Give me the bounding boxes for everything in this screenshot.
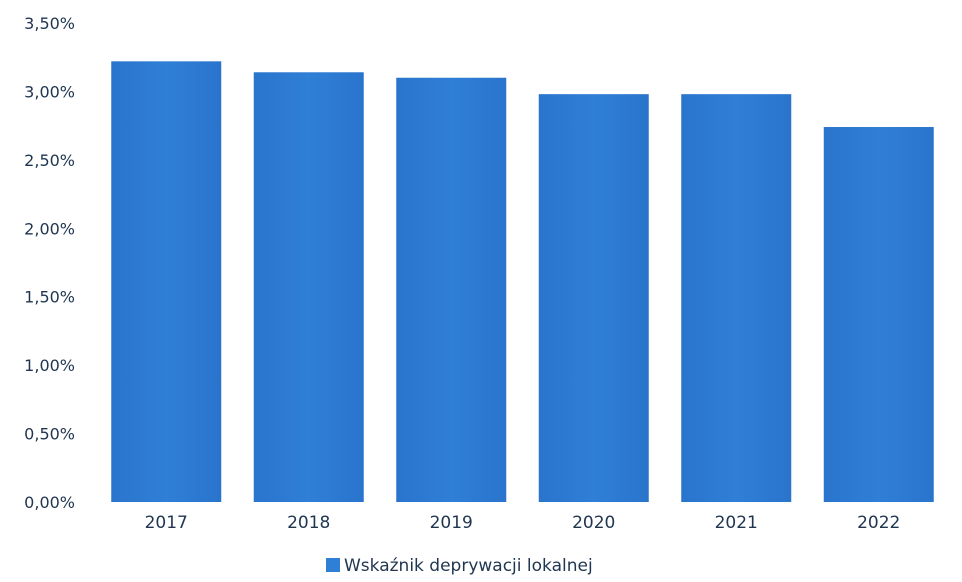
legend-label: Wskaźnik deprywacji lokalnej (344, 556, 593, 576)
y-tick-label: 3,50% (24, 14, 75, 33)
bar-2018 (253, 72, 364, 503)
bar-2021 (681, 94, 792, 502)
y-tick-label: 1,50% (24, 288, 75, 307)
x-axis: 2017 2018 2019 2020 2021 2022 (145, 513, 901, 533)
x-tick-label: 2017 (145, 513, 188, 533)
y-tick-label: 0,00% (24, 493, 75, 512)
bar-2017 (111, 61, 222, 502)
x-tick-label: 2019 (430, 513, 473, 533)
y-tick-label: 2,00% (24, 219, 75, 238)
y-tick-label: 2,50% (24, 151, 75, 170)
legend-swatch (326, 558, 340, 572)
bar-2022 (823, 127, 934, 503)
legend: Wskaźnik deprywacji lokalnej (326, 556, 593, 576)
y-tick-label: 0,50% (24, 425, 75, 444)
bar-2020 (538, 94, 649, 502)
x-tick-label: 2021 (715, 513, 758, 533)
y-tick-label: 1,00% (24, 356, 75, 375)
bar-2019 (396, 77, 507, 502)
bars (111, 61, 934, 503)
x-tick-label: 2020 (572, 513, 615, 533)
x-tick-label: 2022 (857, 513, 900, 533)
y-axis: 0,00% 0,50% 1,00% 1,50% 2,00% 2,50% 3,00% 3,50% (24, 14, 75, 512)
y-tick-label: 3,00% (24, 82, 75, 101)
x-tick-label: 2018 (287, 513, 330, 533)
